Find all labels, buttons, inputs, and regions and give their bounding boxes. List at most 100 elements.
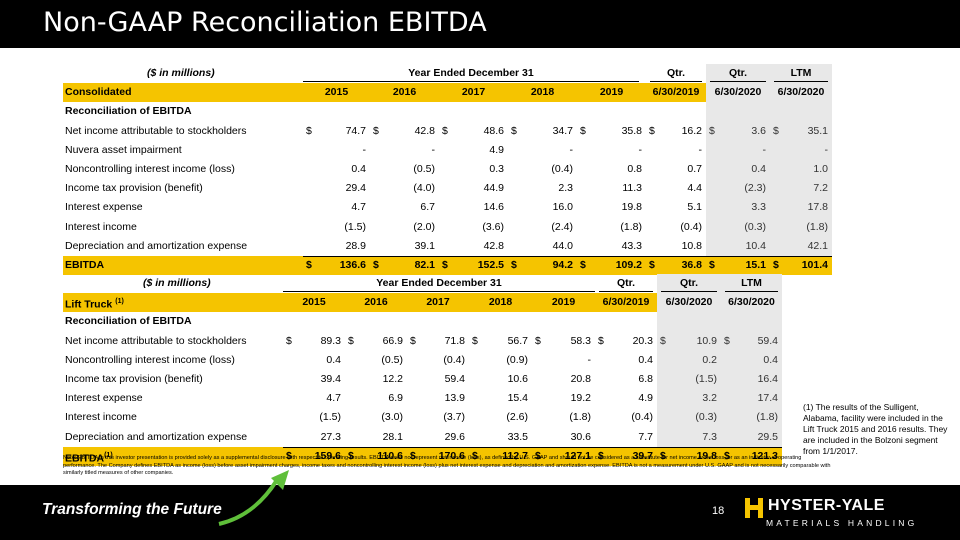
column-header: 2015 bbox=[283, 293, 345, 313]
total-value-cell: $82.1 bbox=[370, 256, 439, 276]
value: 16.4 bbox=[757, 373, 778, 385]
value-cell: 4.4 bbox=[646, 179, 706, 198]
value-cell: - bbox=[706, 140, 770, 160]
value-cell: $71.8 bbox=[407, 332, 469, 351]
value: 6.8 bbox=[638, 373, 653, 385]
title-bar bbox=[0, 0, 960, 48]
value: (2.3) bbox=[744, 182, 766, 195]
value: 59.4 bbox=[757, 334, 778, 347]
value-cell: 17.4 bbox=[721, 389, 782, 409]
footer-bar bbox=[0, 485, 960, 540]
value-cell: 0.4 bbox=[283, 351, 345, 370]
value: 136.6 bbox=[339, 259, 366, 271]
header-columns-row: Lift Truck (1) 2015 2016 2017 2018 2019 6/30/20… bbox=[63, 293, 831, 313]
value-cell: 10.4 bbox=[706, 236, 770, 256]
value: 110.6 bbox=[377, 449, 403, 462]
value-cell: 20.8 bbox=[532, 370, 595, 389]
value: 121.3 bbox=[751, 449, 778, 462]
table-row: Noncontrolling interest income (loss) 0.4… bbox=[63, 160, 832, 180]
column-header: 2015 bbox=[303, 83, 370, 103]
dollar-sign: $ bbox=[511, 124, 517, 137]
value: - bbox=[698, 143, 703, 156]
value: 10.4 bbox=[745, 239, 766, 252]
dollar-sign: $ bbox=[348, 449, 354, 462]
value: (1.8) bbox=[806, 220, 828, 233]
dollar-sign: $ bbox=[660, 449, 666, 462]
value: 20.3 bbox=[632, 334, 653, 347]
total-value-cell: $94.2 bbox=[508, 256, 577, 276]
value: 1.0 bbox=[813, 163, 828, 175]
value-cell: $48.6 bbox=[439, 122, 508, 141]
dollar-sign: $ bbox=[773, 259, 779, 271]
group-underline bbox=[283, 291, 595, 293]
value-cell: 0.4 bbox=[595, 351, 657, 370]
value-cell: 12.2 bbox=[345, 370, 407, 389]
value: 16.2 bbox=[681, 124, 702, 137]
table-row: Interest income (1.5) (2.0) (3.6) (2.4) (1.8)… bbox=[63, 217, 832, 237]
value-cell: 33.5 bbox=[469, 428, 532, 447]
table-row: Income tax provision (benefit) 39.4 12.2 59… bbox=[63, 370, 831, 390]
value-cell: 44.0 bbox=[508, 237, 577, 256]
value-cell: 43.3 bbox=[577, 237, 646, 256]
value-cell: (0.4) bbox=[646, 218, 706, 237]
value-cell: $66.9 bbox=[345, 332, 407, 351]
value-cell: (0.4) bbox=[595, 408, 657, 427]
value-cell: 19.2 bbox=[532, 389, 595, 408]
value: 19.8 bbox=[696, 449, 717, 462]
value-cell: (2.6) bbox=[469, 408, 532, 427]
logo-text: HYSTER-YALE bbox=[768, 497, 885, 514]
value: 28.9 bbox=[345, 239, 366, 252]
value-cell: - bbox=[303, 141, 370, 160]
value-cell: (0.3) bbox=[706, 217, 770, 237]
segment-name: Lift Truck bbox=[65, 298, 113, 311]
value-cell: 10.6 bbox=[469, 370, 532, 389]
value-cell: 0.7 bbox=[646, 160, 706, 179]
value-cell: 4.7 bbox=[283, 389, 345, 408]
value: (0.4) bbox=[631, 411, 653, 424]
column-header: 6/30/2019 bbox=[646, 83, 706, 103]
value: (2.0) bbox=[413, 220, 435, 233]
value-cell: 27.3 bbox=[283, 428, 345, 447]
ltm-group-label: LTM bbox=[721, 274, 782, 294]
table-row: Interest expense 4.7 6.9 13.9 15.4 19.2 4.9 3.2… bbox=[63, 389, 831, 409]
value: - bbox=[587, 353, 592, 366]
value: 3.6 bbox=[751, 124, 766, 137]
value: 4.4 bbox=[687, 182, 702, 195]
value-cell: 4.7 bbox=[303, 198, 370, 217]
dollar-sign: $ bbox=[580, 124, 586, 137]
value: 42.8 bbox=[483, 239, 504, 252]
value: 14.6 bbox=[483, 201, 504, 214]
value-cell: (3.0) bbox=[345, 408, 407, 427]
value-cell: $16.2 bbox=[646, 122, 706, 141]
dollar-sign: $ bbox=[535, 449, 541, 462]
column-header: 6/30/2020 bbox=[706, 83, 770, 103]
value-cell: (1.8) bbox=[721, 408, 782, 428]
value-cell: 42.8 bbox=[439, 237, 508, 256]
hyster-yale-logo-icon bbox=[745, 498, 763, 518]
value: 48.6 bbox=[483, 124, 504, 137]
total-top-rule bbox=[283, 446, 782, 448]
value-cell: (0.3) bbox=[657, 408, 721, 428]
value: 112.7 bbox=[502, 449, 528, 462]
section-row: Reconciliation of EBITDA bbox=[63, 312, 831, 332]
total-value-cell: $110.6 bbox=[345, 446, 407, 466]
total-row: EBITDA $136.6 $82.1 $152.5 $94.2 $109.2 $36.8 $… bbox=[63, 256, 832, 276]
footnote: Note: EBITDA in this investor presentati… bbox=[63, 455, 831, 476]
column-header: 2016 bbox=[370, 83, 439, 103]
value: 27.3 bbox=[320, 430, 341, 443]
value-cell: (1.8) bbox=[532, 408, 595, 427]
page-number: 18 bbox=[712, 505, 725, 517]
value-cell: (2.0) bbox=[370, 218, 439, 237]
header-columns-row: Consolidated 2015 2016 2017 2018 2019 6/30/201… bbox=[63, 83, 832, 103]
header-group-row: ($ in millions) Year Ended December 31 Qtr… bbox=[63, 64, 832, 84]
value: 35.8 bbox=[621, 124, 642, 137]
section-row: Reconciliation of EBITDA bbox=[63, 102, 832, 122]
total-value-cell: $152.5 bbox=[439, 256, 508, 276]
value-cell: 4.9 bbox=[595, 389, 657, 408]
value: (0.3) bbox=[695, 411, 717, 424]
value: 4.9 bbox=[638, 392, 653, 405]
dollar-sign: $ bbox=[709, 124, 715, 137]
value: 11.3 bbox=[622, 182, 642, 195]
value: 29.6 bbox=[444, 430, 465, 443]
dollar-sign: $ bbox=[598, 449, 604, 462]
